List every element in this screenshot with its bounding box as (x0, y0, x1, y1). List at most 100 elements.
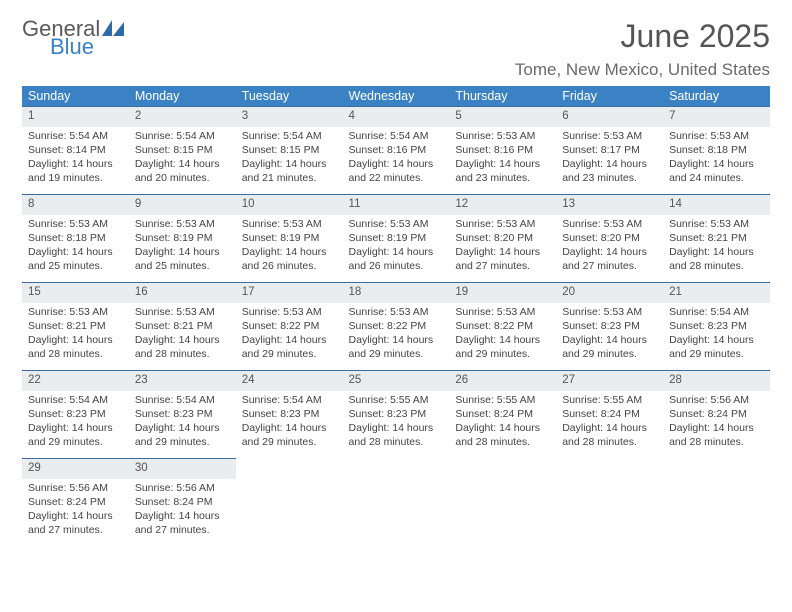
day-cell: Sunrise: 5:53 AMSunset: 8:18 PMDaylight:… (22, 215, 129, 283)
day-number: 16 (129, 283, 236, 303)
day-number: 3 (236, 107, 343, 127)
daynum-row: 22232425262728 (22, 371, 770, 391)
day-number: 30 (129, 459, 236, 479)
day-cell: Sunrise: 5:54 AMSunset: 8:15 PMDaylight:… (236, 127, 343, 195)
day-cell (236, 479, 343, 547)
day-number: 12 (449, 195, 556, 215)
daylight-line: Daylight: 14 hours and 27 minutes. (135, 509, 230, 537)
page-title: June 2025 (621, 18, 770, 55)
day-header: Sunday (22, 86, 129, 107)
day-cell: Sunrise: 5:53 AMSunset: 8:19 PMDaylight:… (236, 215, 343, 283)
sunrise-line: Sunrise: 5:53 AM (135, 217, 230, 231)
day-number (343, 459, 450, 479)
sunset-line: Sunset: 8:24 PM (135, 495, 230, 509)
day-cell (343, 479, 450, 547)
sunset-line: Sunset: 8:22 PM (349, 319, 444, 333)
day-cell: Sunrise: 5:54 AMSunset: 8:15 PMDaylight:… (129, 127, 236, 195)
day-cell: Sunrise: 5:53 AMSunset: 8:17 PMDaylight:… (556, 127, 663, 195)
daylight-line: Daylight: 14 hours and 26 minutes. (349, 245, 444, 273)
day-cell: Sunrise: 5:54 AMSunset: 8:23 PMDaylight:… (663, 303, 770, 371)
sunset-line: Sunset: 8:24 PM (669, 407, 764, 421)
day-cell: Sunrise: 5:53 AMSunset: 8:18 PMDaylight:… (663, 127, 770, 195)
day-cell: Sunrise: 5:53 AMSunset: 8:21 PMDaylight:… (663, 215, 770, 283)
daylight-line: Daylight: 14 hours and 26 minutes. (242, 245, 337, 273)
sunset-line: Sunset: 8:16 PM (349, 143, 444, 157)
day-cell: Sunrise: 5:54 AMSunset: 8:14 PMDaylight:… (22, 127, 129, 195)
sunrise-line: Sunrise: 5:54 AM (28, 129, 123, 143)
daylight-line: Daylight: 14 hours and 25 minutes. (28, 245, 123, 273)
day-number (236, 459, 343, 479)
sunrise-line: Sunrise: 5:56 AM (669, 393, 764, 407)
sunset-line: Sunset: 8:21 PM (669, 231, 764, 245)
daynum-row: 15161718192021 (22, 283, 770, 303)
calendar-table: SundayMondayTuesdayWednesdayThursdayFrid… (22, 86, 770, 547)
day-number: 27 (556, 371, 663, 391)
daylight-line: Daylight: 14 hours and 28 minutes. (28, 333, 123, 361)
daylight-line: Daylight: 14 hours and 19 minutes. (28, 157, 123, 185)
daylight-line: Daylight: 14 hours and 27 minutes. (28, 509, 123, 537)
sunrise-line: Sunrise: 5:54 AM (242, 129, 337, 143)
info-row: Sunrise: 5:53 AMSunset: 8:18 PMDaylight:… (22, 215, 770, 283)
day-cell: Sunrise: 5:53 AMSunset: 8:21 PMDaylight:… (129, 303, 236, 371)
day-number: 9 (129, 195, 236, 215)
daylight-line: Daylight: 14 hours and 29 minutes. (135, 421, 230, 449)
day-cell: Sunrise: 5:53 AMSunset: 8:22 PMDaylight:… (449, 303, 556, 371)
day-number (663, 459, 770, 479)
day-cell: Sunrise: 5:56 AMSunset: 8:24 PMDaylight:… (22, 479, 129, 547)
daylight-line: Daylight: 14 hours and 28 minutes. (349, 421, 444, 449)
sunrise-line: Sunrise: 5:54 AM (135, 393, 230, 407)
sunset-line: Sunset: 8:15 PM (135, 143, 230, 157)
daylight-line: Daylight: 14 hours and 27 minutes. (455, 245, 550, 273)
sunrise-line: Sunrise: 5:53 AM (28, 217, 123, 231)
day-number: 23 (129, 371, 236, 391)
day-number: 13 (556, 195, 663, 215)
sunrise-line: Sunrise: 5:53 AM (135, 305, 230, 319)
sunrise-line: Sunrise: 5:53 AM (349, 217, 444, 231)
logo-word-blue: Blue (50, 36, 124, 58)
sunset-line: Sunset: 8:23 PM (669, 319, 764, 333)
day-cell: Sunrise: 5:53 AMSunset: 8:23 PMDaylight:… (556, 303, 663, 371)
day-number: 20 (556, 283, 663, 303)
day-number (449, 459, 556, 479)
daylight-line: Daylight: 14 hours and 29 minutes. (669, 333, 764, 361)
daynum-row: 1234567 (22, 107, 770, 127)
sunrise-line: Sunrise: 5:53 AM (562, 129, 657, 143)
sunrise-line: Sunrise: 5:54 AM (28, 393, 123, 407)
sunset-line: Sunset: 8:23 PM (28, 407, 123, 421)
daylight-line: Daylight: 14 hours and 28 minutes. (669, 421, 764, 449)
sunrise-line: Sunrise: 5:53 AM (28, 305, 123, 319)
day-number: 24 (236, 371, 343, 391)
daylight-line: Daylight: 14 hours and 29 minutes. (242, 333, 337, 361)
day-cell: Sunrise: 5:55 AMSunset: 8:23 PMDaylight:… (343, 391, 450, 459)
sunset-line: Sunset: 8:19 PM (349, 231, 444, 245)
daylight-line: Daylight: 14 hours and 28 minutes. (455, 421, 550, 449)
daylight-line: Daylight: 14 hours and 28 minutes. (135, 333, 230, 361)
day-number: 21 (663, 283, 770, 303)
logo-sail-icon (102, 20, 124, 36)
sunset-line: Sunset: 8:21 PM (28, 319, 123, 333)
sunrise-line: Sunrise: 5:55 AM (562, 393, 657, 407)
sunset-line: Sunset: 8:18 PM (669, 143, 764, 157)
sunset-line: Sunset: 8:17 PM (562, 143, 657, 157)
day-cell: Sunrise: 5:53 AMSunset: 8:21 PMDaylight:… (22, 303, 129, 371)
day-number: 5 (449, 107, 556, 127)
sunset-line: Sunset: 8:16 PM (455, 143, 550, 157)
day-cell: Sunrise: 5:53 AMSunset: 8:22 PMDaylight:… (236, 303, 343, 371)
daylight-line: Daylight: 14 hours and 28 minutes. (669, 245, 764, 273)
sunset-line: Sunset: 8:20 PM (562, 231, 657, 245)
daylight-line: Daylight: 14 hours and 20 minutes. (135, 157, 230, 185)
sunset-line: Sunset: 8:20 PM (455, 231, 550, 245)
sunset-line: Sunset: 8:19 PM (242, 231, 337, 245)
day-number: 28 (663, 371, 770, 391)
sunset-line: Sunset: 8:24 PM (562, 407, 657, 421)
sunset-line: Sunset: 8:18 PM (28, 231, 123, 245)
logo: General Blue (22, 18, 124, 58)
daylight-line: Daylight: 14 hours and 21 minutes. (242, 157, 337, 185)
sunrise-line: Sunrise: 5:55 AM (455, 393, 550, 407)
day-cell: Sunrise: 5:56 AMSunset: 8:24 PMDaylight:… (663, 391, 770, 459)
sunrise-line: Sunrise: 5:54 AM (135, 129, 230, 143)
day-cell: Sunrise: 5:55 AMSunset: 8:24 PMDaylight:… (556, 391, 663, 459)
info-row: Sunrise: 5:56 AMSunset: 8:24 PMDaylight:… (22, 479, 770, 547)
day-header: Wednesday (343, 86, 450, 107)
sunset-line: Sunset: 8:23 PM (562, 319, 657, 333)
